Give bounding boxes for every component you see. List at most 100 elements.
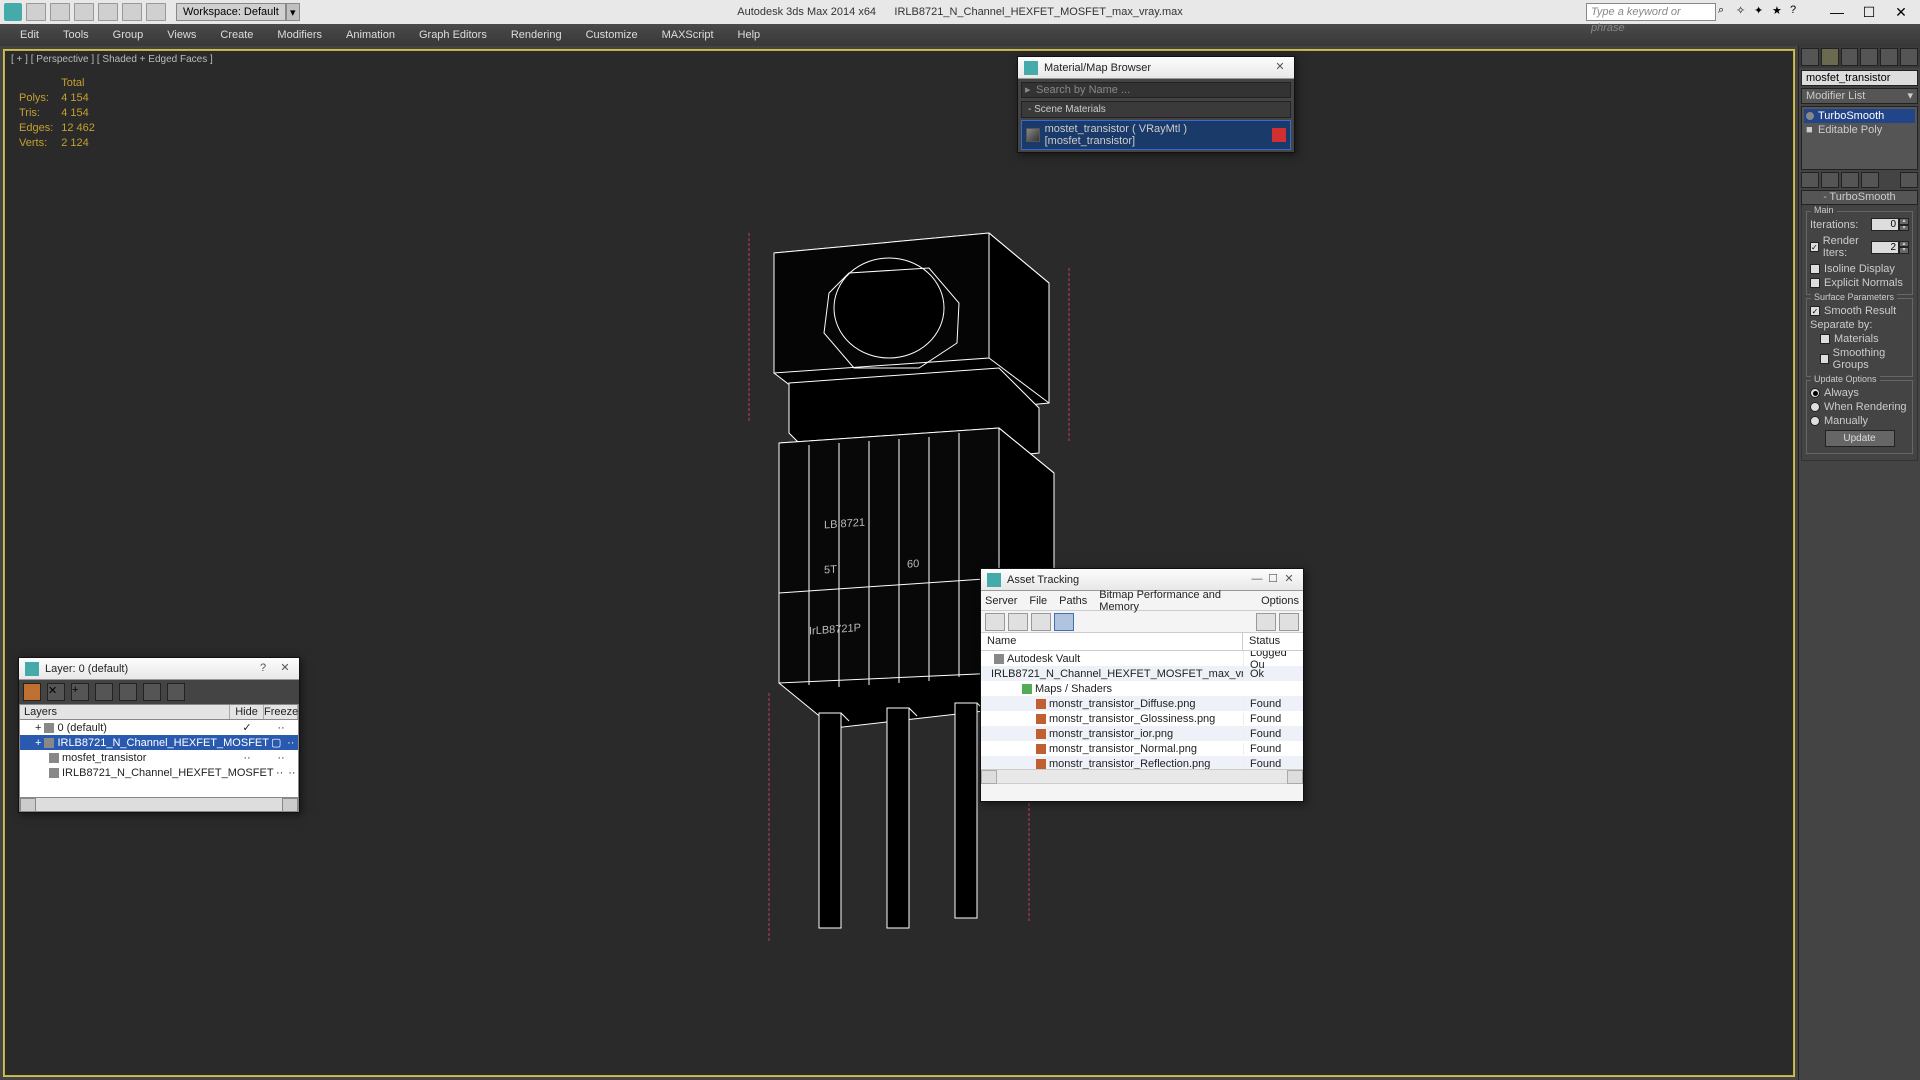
menu-server[interactable]: Server: [985, 595, 1017, 607]
render-iters-check[interactable]: ✓Render Iters:: [1810, 235, 1871, 259]
menu-options[interactable]: Options: [1261, 595, 1299, 607]
expand-icon[interactable]: +: [35, 737, 41, 749]
hide-cell[interactable]: ▢: [269, 736, 284, 749]
asset-row[interactable]: Autodesk VaultLogged Ou: [981, 651, 1303, 666]
menu-help[interactable]: Help: [726, 26, 773, 44]
menu-graph-editors[interactable]: Graph Editors: [407, 26, 499, 44]
render-iters-spinner[interactable]: 2 ▴▾: [1871, 241, 1909, 254]
material-search-input[interactable]: Search by Name ...: [1021, 82, 1291, 98]
asset-row[interactable]: monstr_transistor_Diffuse.pngFound: [981, 696, 1303, 711]
remove-modifier-icon[interactable]: [1861, 172, 1879, 188]
freeze-cell[interactable]: ··: [264, 752, 298, 764]
tool-icon-1[interactable]: [1256, 613, 1276, 631]
asset-row[interactable]: IRLB8721_N_Channel_HEXFET_MOSFET_max_vra…: [981, 666, 1303, 681]
menu-maxscript[interactable]: MAXScript: [650, 26, 726, 44]
infocenter-icon-3[interactable]: ✦: [1754, 4, 1770, 20]
col-layers[interactable]: Layers: [20, 705, 230, 719]
close-icon[interactable]: ✕: [1272, 61, 1288, 75]
qat-undo-icon[interactable]: [98, 3, 118, 21]
asset-list[interactable]: Autodesk VaultLogged OuIRLB8721_N_Channe…: [981, 651, 1303, 769]
tab-modify-icon[interactable]: [1821, 48, 1839, 66]
tab-motion-icon[interactable]: [1860, 48, 1878, 66]
isoline-check[interactable]: Isoline Display: [1810, 263, 1909, 275]
workspace-switcher[interactable]: Workspace: Default ▾: [176, 3, 300, 21]
bulb-icon[interactable]: [1806, 112, 1814, 120]
layer-manager-window[interactable]: Layer: 0 (default) ? ✕ ✕ + Layers Hide F…: [18, 657, 300, 813]
minimize-icon[interactable]: —: [1249, 573, 1265, 587]
expand-icon[interactable]: +: [35, 722, 41, 734]
infocenter-icon-1[interactable]: ⌕: [1718, 4, 1734, 20]
col-freeze[interactable]: Freeze: [264, 705, 298, 719]
make-unique-icon[interactable]: [1841, 172, 1859, 188]
radio-manually[interactable]: Manually: [1810, 415, 1909, 427]
freeze-cell[interactable]: ··: [286, 767, 298, 779]
viewport-label[interactable]: [ + ] [ Perspective ] [ Shaded + Edged F…: [11, 54, 213, 65]
maximize-icon[interactable]: ☐: [1265, 573, 1281, 587]
material-item[interactable]: mostet_transistor ( VRayMtl ) [mosfet_tr…: [1021, 120, 1291, 150]
menu-customize[interactable]: Customize: [574, 26, 650, 44]
infocenter-icon-4[interactable]: ★: [1772, 4, 1788, 20]
stack-item-editable-poly[interactable]: ■ Editable Poly: [1804, 123, 1915, 137]
tab-create-icon[interactable]: [1801, 48, 1819, 66]
col-hide[interactable]: Hide: [230, 705, 264, 719]
menu-paths[interactable]: Paths: [1059, 595, 1087, 607]
refresh-icon[interactable]: [985, 613, 1005, 631]
hide-cell[interactable]: ··: [230, 752, 264, 764]
radio-when-rendering[interactable]: When Rendering: [1810, 401, 1909, 413]
menu-file[interactable]: File: [1029, 595, 1047, 607]
asset-row[interactable]: monstr_transistor_ior.pngFound: [981, 726, 1303, 741]
hide-cell[interactable]: ✓: [230, 721, 264, 734]
hide-cell[interactable]: ··: [274, 767, 286, 779]
configure-sets-icon[interactable]: [1900, 172, 1918, 188]
tree-view-icon[interactable]: [1054, 613, 1074, 631]
menu-views[interactable]: Views: [155, 26, 208, 44]
asset-row[interactable]: monstr_transistor_Glossiness.pngFound: [981, 711, 1303, 726]
col-status[interactable]: Status: [1243, 633, 1303, 650]
iterations-value[interactable]: 0: [1871, 218, 1899, 231]
expand-icon[interactable]: ■: [1806, 124, 1814, 136]
minimize-icon[interactable]: —: [1822, 2, 1852, 22]
delete-layer-icon[interactable]: ✕: [47, 683, 65, 701]
asset-tracking-window[interactable]: Asset Tracking — ☐ ✕ Server File Paths B…: [980, 568, 1304, 802]
help-icon[interactable]: ?: [255, 662, 271, 676]
window-titlebar[interactable]: Material/Map Browser ✕: [1018, 57, 1294, 79]
menu-tools[interactable]: Tools: [51, 26, 101, 44]
explicit-normals-check[interactable]: Explicit Normals: [1810, 277, 1909, 289]
layer-row[interactable]: +IRLB8721_N_Channel_HEXFET_MOSFET▢··: [20, 735, 298, 750]
freeze-layer-icon[interactable]: [167, 683, 185, 701]
stack-item-turbosmooth[interactable]: TurboSmooth: [1804, 109, 1915, 123]
freeze-cell[interactable]: ··: [283, 737, 298, 749]
add-to-layer-icon[interactable]: +: [71, 683, 89, 701]
horizontal-scrollbar[interactable]: [981, 769, 1303, 783]
qat-redo-icon[interactable]: [122, 3, 142, 21]
close-icon[interactable]: ✕: [277, 662, 293, 676]
material-map-browser-window[interactable]: Material/Map Browser ✕ Search by Name ..…: [1017, 56, 1295, 153]
tab-utilities-icon[interactable]: [1900, 48, 1918, 66]
modifier-stack[interactable]: TurboSmooth ■ Editable Poly: [1801, 106, 1918, 170]
object-name-field[interactable]: mosfet_transistor: [1801, 70, 1918, 86]
hide-layer-icon[interactable]: [143, 683, 161, 701]
tab-display-icon[interactable]: [1880, 48, 1898, 66]
menu-group[interactable]: Group: [101, 26, 156, 44]
layer-row[interactable]: mosfet_transistor····: [20, 750, 298, 765]
iterations-spinner[interactable]: 0 ▴▾: [1871, 218, 1909, 231]
help-search-input[interactable]: Type a keyword or phrase: [1586, 3, 1716, 21]
sep-materials-check[interactable]: Materials: [1820, 333, 1909, 345]
app-icon[interactable]: [4, 3, 22, 21]
select-layer-icon[interactable]: [95, 683, 113, 701]
freeze-cell[interactable]: ··: [264, 722, 298, 734]
chevron-down-icon[interactable]: ▾: [286, 3, 300, 21]
asset-row[interactable]: Maps / Shaders: [981, 681, 1303, 696]
pin-stack-icon[interactable]: [1801, 172, 1819, 188]
spin-down-icon[interactable]: ▾: [1899, 247, 1909, 254]
menu-animation[interactable]: Animation: [334, 26, 407, 44]
menu-bitmap[interactable]: Bitmap Performance and Memory: [1099, 589, 1249, 613]
layer-list[interactable]: +0 (default)✓··+IRLB8721_N_Channel_HEXFE…: [19, 720, 299, 798]
asset-row[interactable]: monstr_transistor_Reflection.pngFound: [981, 756, 1303, 769]
menu-create[interactable]: Create: [208, 26, 265, 44]
infocenter-icon-2[interactable]: ✧: [1736, 4, 1752, 20]
qat-new-icon[interactable]: [26, 3, 46, 21]
render-iters-value[interactable]: 2: [1871, 241, 1899, 254]
horizontal-scrollbar[interactable]: [19, 798, 299, 812]
layer-row[interactable]: IRLB8721_N_Channel_HEXFET_MOSFET····: [20, 765, 298, 780]
